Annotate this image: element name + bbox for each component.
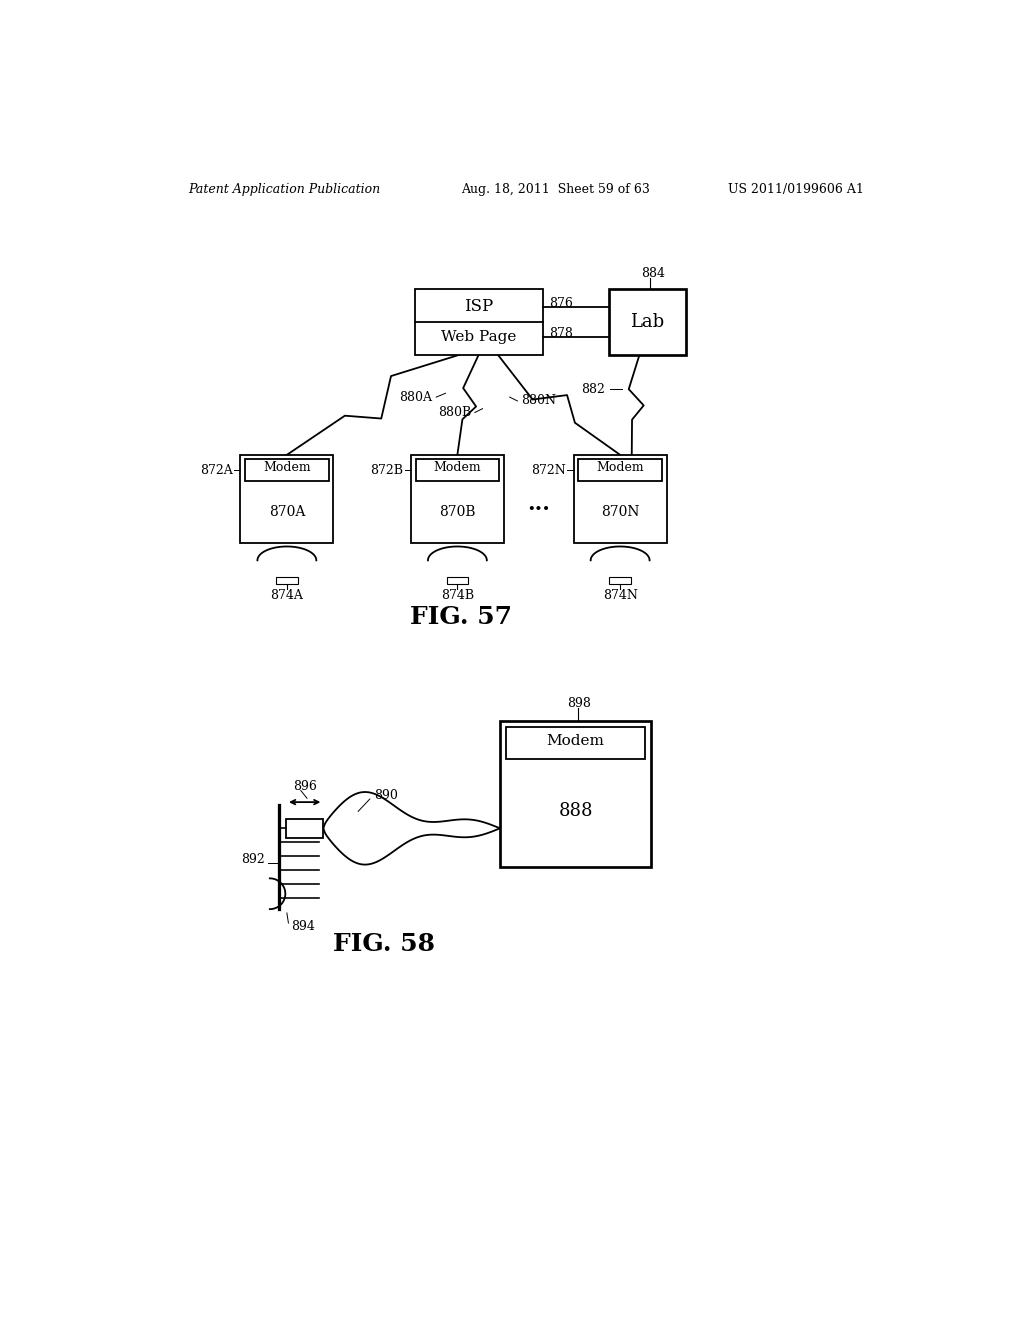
Bar [506,726,645,759]
Bar [416,459,500,480]
Text: 878: 878 [549,327,572,341]
Bar [446,577,468,585]
Text: 896: 896 [293,780,316,793]
Text: FIG. 58: FIG. 58 [333,932,435,956]
Text: 874A: 874A [270,589,303,602]
Bar [286,818,324,838]
Text: 880N: 880N [521,395,556,408]
Bar [573,455,667,544]
Text: 898: 898 [567,697,592,710]
Text: 892: 892 [242,853,265,866]
Text: 872B: 872B [370,463,403,477]
Text: 870A: 870A [268,506,305,519]
Text: 872N: 872N [531,463,566,477]
Text: Modem: Modem [263,462,310,474]
Text: 870N: 870N [601,506,639,519]
Text: Patent Application Publication: Patent Application Publication [188,182,381,195]
Text: 872A: 872A [200,463,232,477]
Bar [609,577,631,585]
Text: 874N: 874N [603,589,638,602]
Bar [500,721,651,867]
Text: 888: 888 [558,803,593,820]
Text: ISP: ISP [464,298,494,315]
Bar [608,289,686,355]
Text: 874B: 874B [440,589,474,602]
Bar [241,455,334,544]
Text: Modem: Modem [547,734,604,748]
Text: 894: 894 [291,920,314,933]
Bar [579,459,662,480]
Bar [276,577,298,585]
Text: 870B: 870B [439,506,475,519]
Text: Web Page: Web Page [441,330,516,345]
Text: 880B: 880B [437,407,471,418]
Text: Lab: Lab [630,313,665,331]
Text: FIG. 57: FIG. 57 [411,605,512,628]
Text: 890: 890 [374,789,397,803]
Text: 882: 882 [581,383,604,396]
Text: 880A: 880A [399,391,432,404]
Bar [411,455,504,544]
Bar [245,459,329,480]
Text: Modem: Modem [433,462,481,474]
Bar [415,289,543,355]
Text: 876: 876 [549,297,572,310]
Text: ...: ... [527,492,550,515]
Text: 884: 884 [641,268,666,280]
Text: Modem: Modem [596,462,644,474]
Text: Aug. 18, 2011  Sheet 59 of 63: Aug. 18, 2011 Sheet 59 of 63 [461,182,650,195]
Text: US 2011/0199606 A1: US 2011/0199606 A1 [728,182,864,195]
